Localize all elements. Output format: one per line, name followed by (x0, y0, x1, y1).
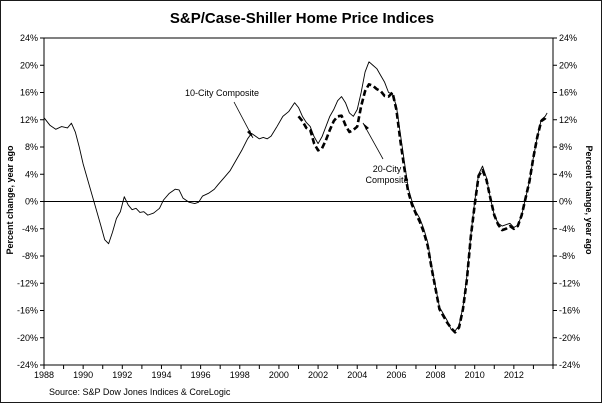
y-tick-label-right: 0% (559, 197, 572, 207)
y-tick-label-right: 12% (559, 115, 577, 125)
y-tick-label-left: 0% (25, 197, 38, 207)
annotation-10-city: 10-City Composite (185, 88, 259, 98)
annotation-10-city-arrowhead (247, 130, 253, 138)
y-tick-label-right: -8% (559, 251, 575, 261)
y-tick-label-left: 8% (25, 142, 38, 152)
x-tick-label: 1996 (191, 370, 211, 380)
y-tick-label-left: 16% (20, 88, 38, 98)
annotation-20-city-line2: Composite (365, 175, 408, 185)
y-tick-label-right: -16% (559, 306, 580, 316)
y-tick-label-right: -20% (559, 333, 580, 343)
y-tick-label-right: -4% (559, 224, 575, 234)
x-tick-label: 1998 (230, 370, 250, 380)
y-axis-title-left: Percent change, year ago (5, 145, 15, 255)
y-tick-label-left: -12% (17, 278, 38, 288)
y-tick-label-left: -8% (22, 251, 38, 261)
y-tick-label-right: -12% (559, 278, 580, 288)
chart-title: S&P/Case-Shiller Home Price Indices (170, 10, 434, 27)
y-tick-label-right: 20% (559, 60, 577, 70)
y-tick-label-left: 20% (20, 60, 38, 70)
x-tick-label: 1992 (112, 370, 132, 380)
y-tick-label-left: -4% (22, 224, 38, 234)
y-axis-title-right: Percent change, year ago (584, 145, 594, 255)
y-tick-label-right: -24% (559, 360, 580, 370)
left-y-axis: 24% 20% 16% 12% 8% 4% 0% -4% -8% -12% -16% -20% -24% (17, 33, 44, 370)
x-tick-label: 2004 (347, 370, 367, 380)
x-axis: 1988 1990 1992 1994 1996 1998 2000 2002 2004 2006… (34, 365, 554, 380)
x-tick-label: 2000 (269, 370, 289, 380)
y-tick-label-left: 24% (20, 33, 38, 43)
y-tick-label-right: 4% (559, 169, 572, 179)
x-tick-label: 1994 (151, 370, 171, 380)
series-20-city-line (297, 83, 549, 334)
y-tick-label-left: -16% (17, 306, 38, 316)
y-tick-label-left: 12% (20, 115, 38, 125)
annotation-20-city-arrowhead (363, 123, 369, 130)
x-tick-label: 2010 (465, 370, 485, 380)
right-y-axis: 24% 20% 16% 12% 8% 4% 0% -4% -8% -12% -16% -20% -24% (553, 33, 580, 370)
y-tick-label-left: 4% (25, 169, 38, 179)
series-lines (43, 61, 549, 334)
annotation-20-city-line1: 20-City (373, 164, 402, 174)
annotations: 10-City Composite 20-City Composite (185, 88, 409, 185)
x-tick-label: 2002 (308, 370, 328, 380)
y-tick-label-right: 16% (559, 88, 577, 98)
y-tick-label-right: 24% (559, 33, 577, 43)
x-tick-label: 2008 (426, 370, 446, 380)
x-tick-label: 1990 (73, 370, 93, 380)
y-tick-label-right: 8% (559, 142, 572, 152)
y-tick-label-left: -20% (17, 333, 38, 343)
x-tick-label: 2012 (504, 370, 524, 380)
x-tick-label: 2006 (386, 370, 406, 380)
x-tick-label: 1988 (34, 370, 54, 380)
y-tick-label-left: -24% (17, 360, 38, 370)
source-note: Source: S&P Dow Jones Indices & CoreLogi… (49, 387, 231, 397)
